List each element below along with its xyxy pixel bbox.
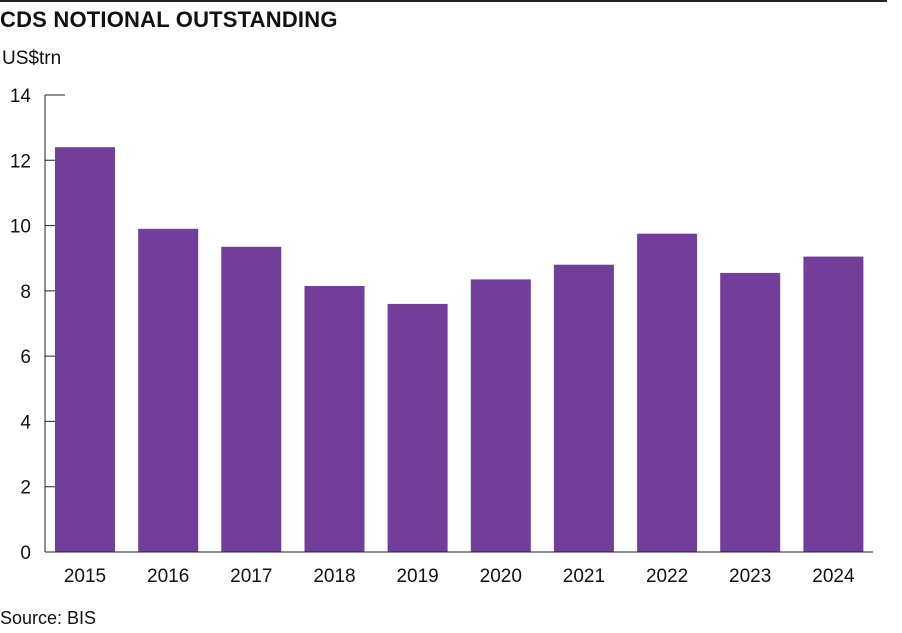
x-tick-label: 2024 bbox=[812, 566, 855, 587]
y-axis: 0 2 4 6 8 10 12 14 bbox=[10, 86, 65, 564]
chart-title: CDS NOTIONAL OUTSTANDING bbox=[0, 7, 338, 32]
bar bbox=[803, 256, 864, 552]
bar bbox=[387, 303, 448, 552]
y-axis-unit-label: US$trn bbox=[2, 48, 62, 69]
x-axis: 2015 2016 2017 2018 2019 2020 2021 2022 2023 2024 bbox=[45, 551, 873, 587]
x-tick-label: 2017 bbox=[230, 566, 272, 587]
x-tick-label: 2021 bbox=[563, 566, 605, 587]
x-tick-label: 2019 bbox=[396, 566, 438, 587]
bar bbox=[553, 264, 614, 552]
bar bbox=[720, 272, 781, 552]
y-tick-label: 8 bbox=[20, 282, 31, 303]
bar bbox=[637, 233, 698, 552]
y-tick-label: 14 bbox=[10, 86, 32, 107]
y-tick-label: 10 bbox=[10, 217, 31, 238]
top-rule bbox=[0, 0, 887, 2]
x-tick-label: 2023 bbox=[729, 566, 771, 587]
x-tick-label: 2016 bbox=[147, 566, 189, 587]
bar bbox=[221, 246, 282, 553]
y-tick-label: 0 bbox=[20, 543, 31, 564]
bar bbox=[470, 279, 531, 552]
source-note: Source: BIS bbox=[0, 608, 97, 628]
x-tick-label: 2018 bbox=[313, 566, 355, 587]
bar bbox=[55, 147, 115, 552]
y-tick-label: 2 bbox=[20, 478, 31, 499]
x-tick-label: 2022 bbox=[646, 566, 688, 587]
bar bbox=[138, 228, 199, 553]
x-tick-label: 2020 bbox=[480, 566, 522, 587]
y-tick-label: 12 bbox=[10, 151, 31, 172]
bar bbox=[304, 286, 365, 552]
x-tick-label: 2015 bbox=[64, 566, 106, 587]
y-tick-label: 4 bbox=[20, 412, 31, 433]
y-tick-label: 6 bbox=[20, 347, 31, 368]
bars bbox=[55, 147, 864, 553]
